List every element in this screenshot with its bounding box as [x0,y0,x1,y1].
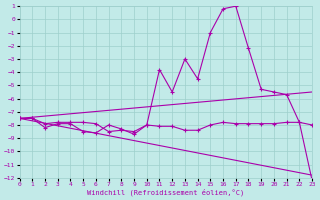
X-axis label: Windchill (Refroidissement éolien,°C): Windchill (Refroidissement éolien,°C) [87,188,244,196]
